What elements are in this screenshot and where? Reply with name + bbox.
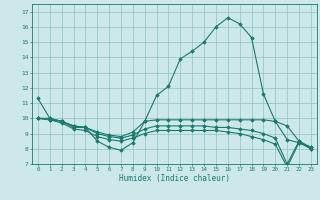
X-axis label: Humidex (Indice chaleur): Humidex (Indice chaleur): [119, 174, 230, 183]
